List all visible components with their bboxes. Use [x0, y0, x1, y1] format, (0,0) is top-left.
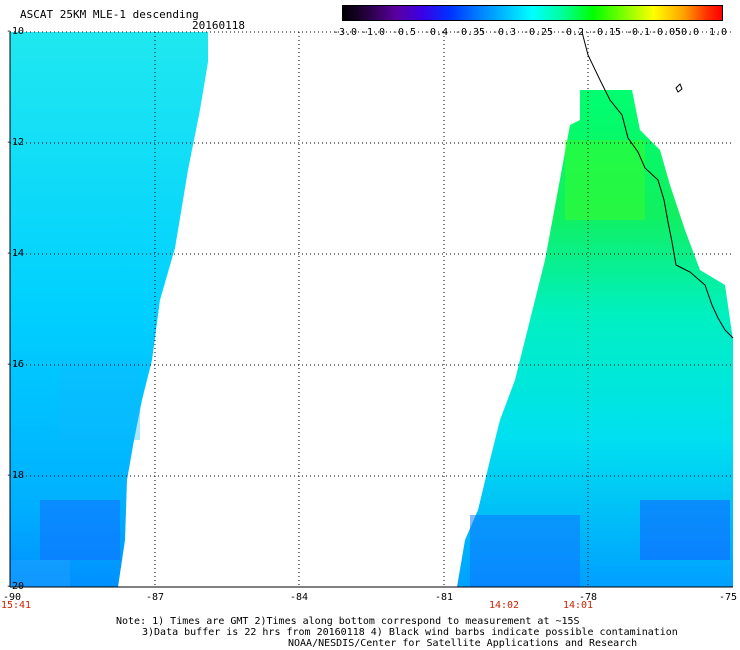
island — [675, 83, 683, 93]
left-swath-shade — [40, 500, 120, 560]
note-line: 3)Data buffer is 22 hrs from 20160118 4)… — [142, 627, 678, 638]
colorbar-label: -0.5 — [391, 27, 417, 38]
time-label: 14:01 — [562, 600, 594, 611]
coastline — [581, 31, 734, 339]
lat-label: -18 — [6, 470, 25, 481]
right-swath-shade — [470, 515, 580, 587]
chart-date: 20160118 — [192, 19, 245, 32]
right-swath-shade — [565, 140, 645, 220]
lat-label: -10 — [6, 26, 25, 37]
lat-label: -20 — [6, 581, 25, 592]
time-label: 15:41 — [0, 600, 32, 611]
lon-label: -81 — [434, 592, 454, 603]
lon-label: -87 — [145, 592, 165, 603]
colorbar-label: -1.0 — [360, 27, 386, 38]
colorbar-label: -3.0 — [332, 27, 358, 38]
lat-label: -16 — [6, 359, 25, 370]
left-swath-shade — [60, 360, 140, 440]
right-swath — [457, 90, 733, 587]
note-line: NOAA/NESDIS/Center for Satellite Applica… — [288, 638, 638, 649]
left-swath — [10, 32, 208, 587]
colorbar-label: -0.2 — [559, 27, 585, 38]
lat-label: -14 — [6, 248, 25, 259]
color-scale-bar — [342, 5, 723, 21]
lon-label: -90 — [2, 592, 22, 603]
note-line: Note: 1) Times are GMT 2)Times along bot… — [116, 616, 580, 627]
lon-label: -78 — [578, 592, 598, 603]
lon-label: -84 — [289, 592, 309, 603]
time-label: 14:02 — [488, 600, 520, 611]
left-swath-shade — [10, 560, 70, 587]
lon-label: -75 — [718, 592, 738, 603]
colorbar-label: -0.3 — [491, 27, 517, 38]
colorbar-label: -0.4 — [423, 27, 449, 38]
lat-label: -12 — [6, 137, 25, 148]
chart-title: ASCAT 25KM MLE-1 descending — [20, 8, 199, 21]
right-swath-shade — [640, 500, 730, 560]
